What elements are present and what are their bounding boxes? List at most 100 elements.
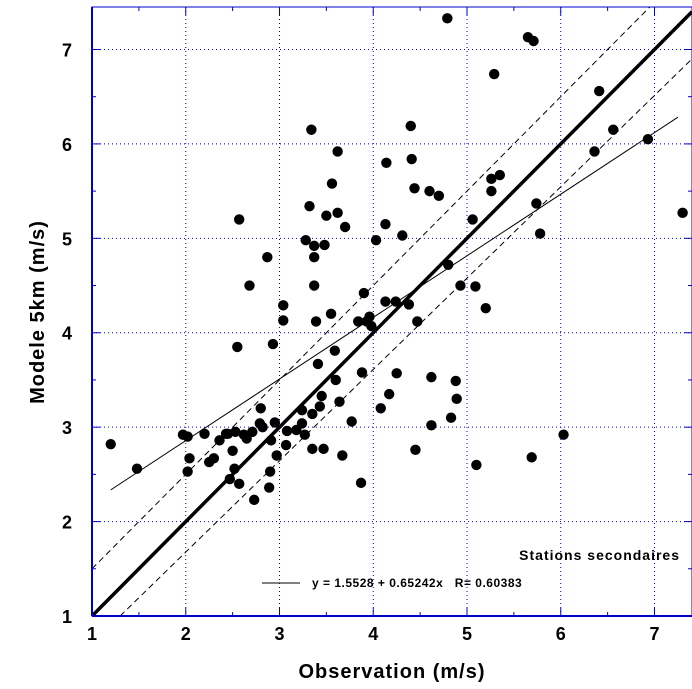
- data-point: [264, 466, 276, 477]
- data-point: [355, 477, 367, 489]
- data-point: [230, 426, 241, 438]
- data-point: [325, 308, 337, 320]
- data-point: [263, 482, 275, 493]
- data-point: [450, 375, 461, 387]
- data-point: [267, 338, 279, 350]
- data-points: [105, 13, 688, 506]
- data-point: [488, 68, 500, 80]
- data-point: [312, 358, 324, 370]
- data-point: [471, 459, 482, 471]
- data-point: [383, 388, 395, 400]
- data-point: [310, 316, 322, 327]
- data-point: [296, 418, 308, 429]
- data-point: [326, 178, 338, 189]
- grid-lines: [92, 7, 692, 616]
- identity-line: [92, 10, 692, 616]
- data-point: [426, 371, 437, 383]
- data-point: [531, 198, 542, 209]
- data-point: [244, 280, 255, 291]
- data-point: [248, 494, 260, 506]
- x-tick-label: 7: [649, 624, 659, 644]
- data-point: [269, 417, 281, 428]
- data-point: [403, 299, 415, 310]
- x-tick-label: 2: [181, 624, 191, 644]
- data-point: [370, 235, 382, 246]
- data-point: [375, 403, 386, 414]
- legend-title: Stations secondaires: [519, 547, 680, 563]
- data-point: [233, 214, 245, 225]
- data-point: [332, 207, 343, 219]
- data-point: [262, 252, 273, 263]
- data-point: [397, 230, 408, 241]
- data-point: [247, 426, 258, 438]
- x-axis-title: Observation (m/s): [298, 661, 485, 683]
- data-point: [232, 341, 243, 353]
- data-point: [271, 450, 282, 461]
- data-point: [255, 403, 266, 414]
- data-point: [433, 190, 445, 202]
- data-point: [227, 445, 238, 456]
- data-point: [442, 13, 453, 24]
- data-point: [184, 453, 195, 464]
- data-point: [307, 408, 318, 420]
- data-point: [280, 439, 292, 451]
- data-point: [182, 466, 193, 477]
- data-point: [366, 320, 377, 332]
- data-point: [486, 185, 497, 197]
- data-point: [131, 463, 143, 474]
- data-point: [424, 185, 435, 197]
- data-point: [308, 240, 320, 252]
- data-point: [308, 280, 320, 291]
- data-point: [455, 280, 466, 291]
- data-point: [494, 169, 506, 181]
- legend: Stations secondaires y = 1.5528 + 0.6524…: [262, 547, 680, 590]
- data-point: [199, 428, 210, 439]
- data-point: [214, 435, 225, 446]
- data-point: [467, 214, 478, 225]
- data-point: [257, 421, 268, 433]
- x-tick-label: 4: [368, 624, 378, 644]
- data-point: [608, 124, 619, 135]
- data-point: [406, 153, 417, 165]
- y-tick-label: 7: [62, 40, 72, 60]
- y-tick-label: 3: [62, 418, 72, 438]
- data-point: [278, 315, 289, 326]
- data-point: [306, 124, 317, 135]
- data-point: [339, 221, 351, 233]
- data-point: [319, 239, 330, 251]
- data-point: [330, 374, 341, 386]
- data-point: [534, 228, 546, 239]
- data-point: [445, 412, 457, 423]
- data-point: [426, 420, 437, 431]
- data-point: [281, 425, 293, 437]
- data-point: [182, 431, 193, 442]
- x-tick-label: 3: [274, 624, 284, 644]
- data-point: [300, 235, 311, 246]
- x-tick-labels: 1 2 3 4 5 6 7: [87, 624, 660, 644]
- data-point: [318, 443, 329, 455]
- legend-entry: y = 1.5528 + 0.65242x R= 0.60383: [312, 576, 522, 590]
- data-point: [470, 281, 481, 292]
- data-point: [358, 287, 370, 299]
- data-point: [390, 296, 401, 307]
- data-point: [307, 443, 318, 455]
- data-point: [316, 390, 327, 402]
- data-point: [346, 416, 357, 427]
- x-tick-label: 1: [87, 624, 97, 644]
- y-tick-label: 5: [62, 229, 72, 249]
- data-point: [410, 444, 421, 456]
- data-point: [105, 438, 116, 450]
- data-point: [229, 463, 240, 474]
- data-point: [528, 35, 539, 47]
- data-point: [558, 429, 569, 440]
- data-point: [443, 259, 454, 270]
- data-point: [314, 401, 326, 412]
- y-tick-labels: 1 2 3 4 5 6 7: [62, 40, 72, 627]
- data-point: [278, 300, 289, 311]
- data-point: [405, 120, 416, 132]
- data-point: [677, 207, 688, 219]
- data-point: [356, 367, 368, 378]
- data-point: [265, 435, 277, 446]
- y-tick-label: 1: [62, 607, 72, 627]
